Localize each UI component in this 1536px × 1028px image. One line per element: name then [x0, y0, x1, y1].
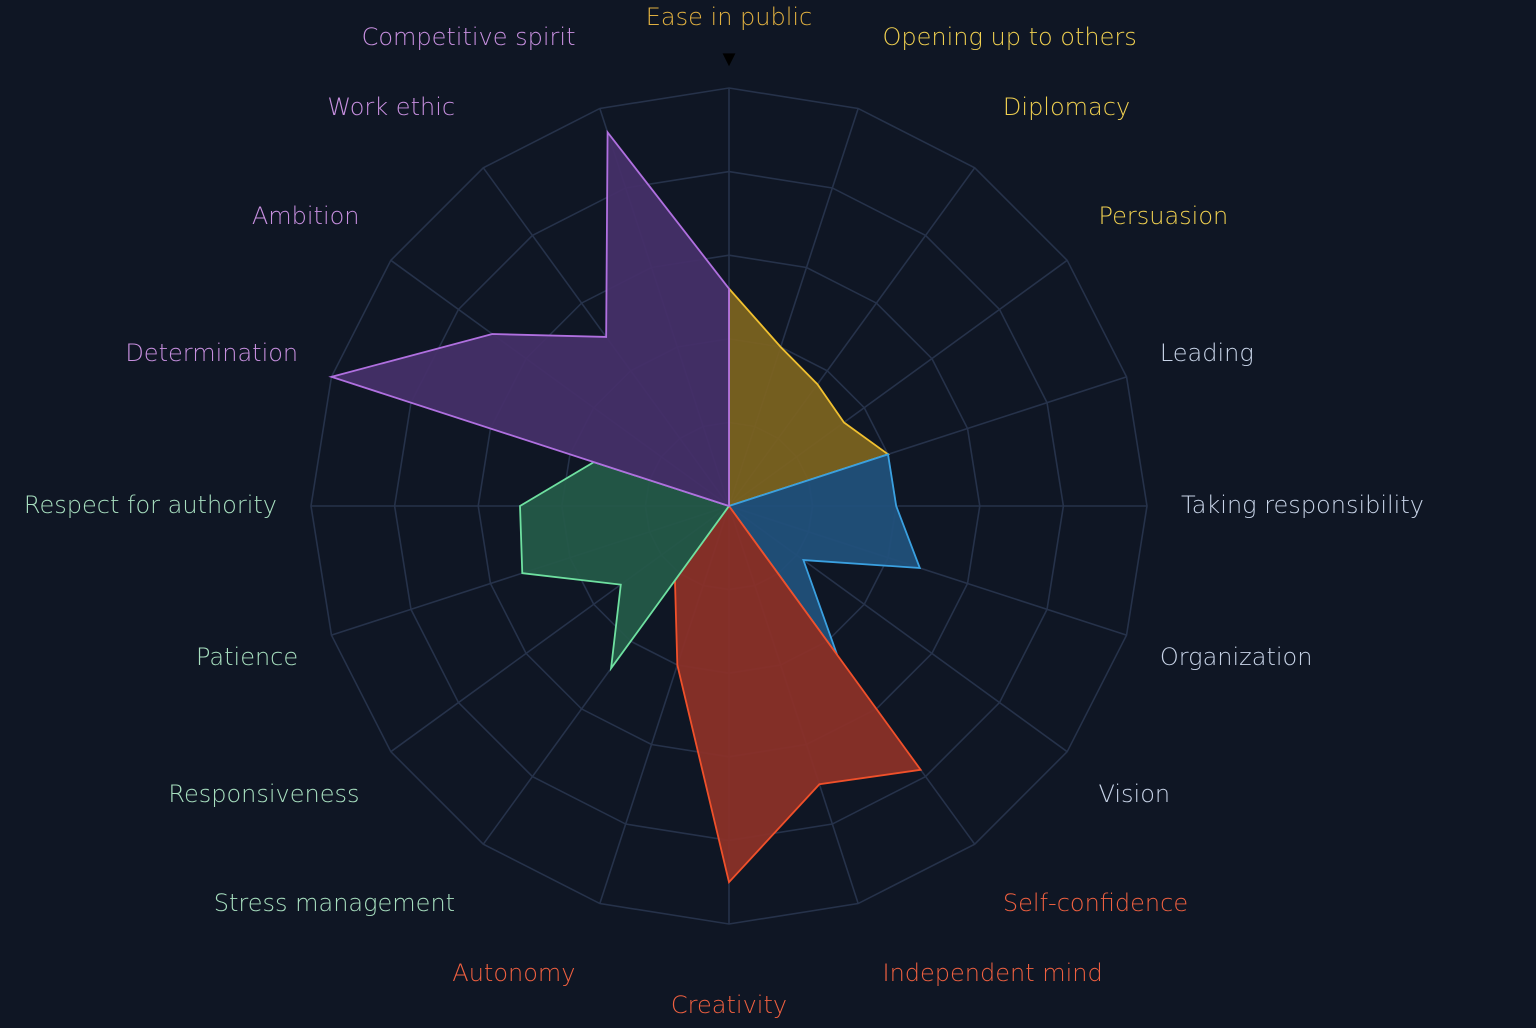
axis-label: Independent mind	[882, 959, 1102, 987]
axis-label: Ambition	[252, 202, 360, 230]
axis-label: Determination	[125, 339, 298, 367]
top-pointer-marker: ▼	[718, 47, 740, 72]
axis-label: Ease in public	[646, 3, 813, 31]
series-area-4	[331, 132, 729, 506]
axis-label: Organization	[1160, 643, 1313, 671]
axis-label: Taking responsibility	[1181, 491, 1424, 519]
axis-label: Autonomy	[452, 959, 575, 987]
axis-label: Creativity	[671, 991, 787, 1019]
axis-label: Work ethic	[327, 93, 455, 121]
axis-label: Vision	[1098, 780, 1170, 808]
axis-label: Patience	[196, 643, 298, 671]
radar-series	[331, 132, 920, 882]
axis-label: Leading	[1160, 339, 1254, 367]
axis-label: Respect for authority	[24, 491, 277, 519]
axis-label: Self-confidence	[1003, 889, 1188, 917]
axis-label: Competitive spirit	[362, 23, 576, 51]
axis-label: Responsiveness	[168, 780, 359, 808]
axis-label: Stress management	[214, 889, 455, 917]
axis-label: Opening up to others	[882, 23, 1136, 51]
axis-label: Persuasion	[1098, 202, 1228, 230]
axis-label: Diplomacy	[1003, 93, 1130, 121]
